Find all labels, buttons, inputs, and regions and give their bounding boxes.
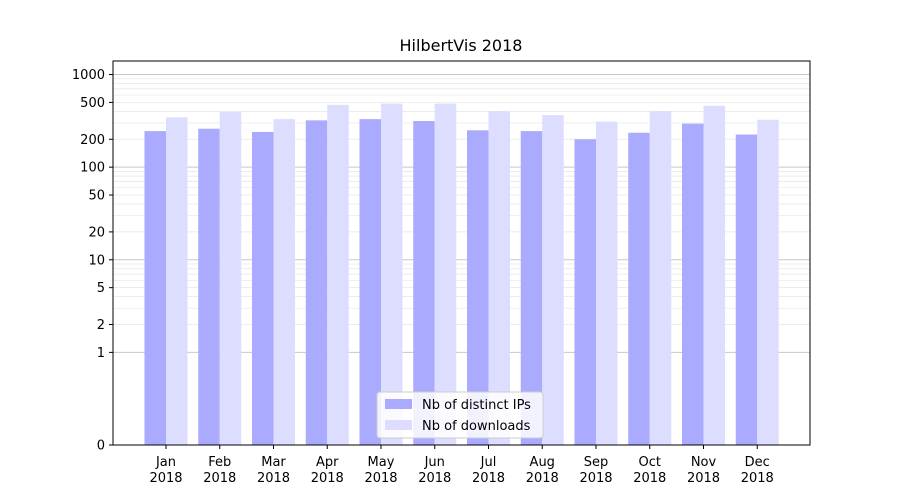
legend-swatch	[385, 399, 412, 409]
y-tick-label: 1000	[72, 68, 105, 83]
bar-distinct-ips	[467, 130, 489, 445]
bar-downloads	[327, 104, 349, 446]
plot-frame	[112, 60, 811, 446]
bar-downloads	[434, 103, 457, 446]
bar-distinct-ips	[520, 131, 543, 446]
y-tick-label: 5	[97, 281, 105, 296]
chart-title: HilbertVis 2018	[400, 36, 523, 55]
x-tick-label: Mar 2018	[257, 455, 290, 486]
bar-distinct-ips	[252, 131, 274, 445]
x-tick-label: Oct 2018	[633, 455, 666, 486]
bar-downloads	[596, 121, 618, 446]
y-tick-label: 10	[88, 253, 105, 268]
y-tick-label: 1	[97, 346, 105, 361]
bar-downloads	[381, 103, 403, 446]
y-tick-label: 100	[80, 161, 105, 176]
bar-distinct-ips	[682, 123, 704, 445]
legend-label: Nb of downloads	[422, 419, 531, 434]
x-tick-label: Jul 2018	[472, 455, 505, 486]
bar-downloads	[542, 115, 564, 446]
bar-distinct-ips	[413, 120, 435, 446]
bar-distinct-ips	[144, 131, 166, 446]
bar-downloads	[219, 111, 242, 445]
bars	[144, 103, 779, 446]
bar-distinct-ips	[574, 139, 596, 445]
x-tick-label: Apr 2018	[311, 455, 344, 486]
bar-downloads	[488, 111, 510, 445]
bar-distinct-ips	[735, 134, 758, 446]
bar-distinct-ips	[305, 120, 328, 445]
legend-label: Nb of distinct IPs	[422, 398, 531, 413]
y-tick-label: 0	[97, 439, 105, 454]
x-axis-ticks: Jan 2018 Feb 2018 Mar 2018 Apr 2018 May 2018 Jun 20…	[149, 445, 774, 486]
bar-downloads	[757, 119, 779, 445]
x-tick-label: Dec 2018	[741, 455, 774, 486]
legend: Nb of distinct IPs Nb of downloads	[376, 391, 544, 439]
y-tick-label: 200	[80, 133, 105, 148]
x-tick-label: Jan 2018	[149, 455, 182, 486]
x-tick-label: May 2018	[364, 455, 397, 486]
x-tick-label: Jun 2018	[418, 455, 451, 486]
legend-swatch	[385, 420, 412, 430]
bar-downloads	[273, 119, 295, 445]
x-tick-label: Nov 2018	[687, 455, 720, 486]
bar-distinct-ips	[198, 128, 220, 445]
y-axis-ticks: 0 1 2 5 10 20 50 100 200 500 1000	[72, 68, 113, 454]
x-tick-label: Sep 2018	[579, 455, 612, 486]
y-tick-label: 50	[88, 189, 105, 204]
y-tick-label: 500	[80, 96, 105, 111]
x-tick-label: Feb 2018	[203, 455, 236, 486]
legend-box	[376, 391, 544, 439]
bar-downloads	[166, 117, 188, 445]
x-tick-label: Aug 2018	[526, 455, 559, 486]
bar-downloads	[703, 105, 725, 446]
y-tick-label: 20	[88, 225, 105, 240]
y-tick-label: 2	[97, 318, 105, 333]
bar-distinct-ips	[628, 132, 650, 445]
bar-downloads	[649, 111, 672, 445]
bar-distinct-ips	[359, 119, 381, 445]
